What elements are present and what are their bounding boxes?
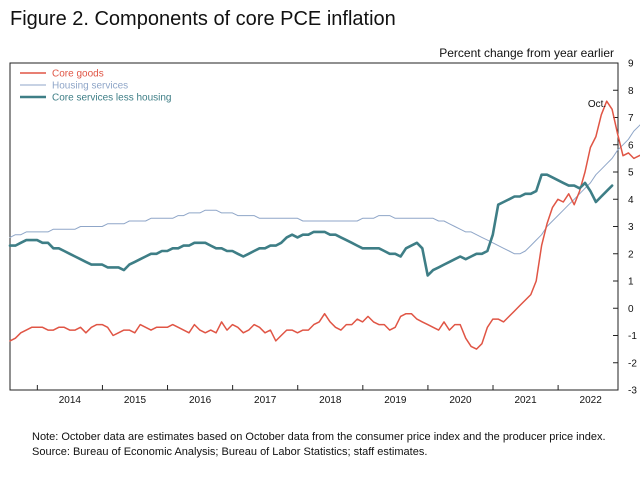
- x-tick-label: 2018: [319, 395, 342, 406]
- y-tick-label: 5: [628, 168, 634, 179]
- y-tick-label: 0: [628, 304, 634, 315]
- x-tick-label: 2015: [124, 395, 147, 406]
- y-tick-label: 6: [628, 140, 634, 151]
- y-tick-label: 1: [628, 277, 634, 288]
- figure-title: Figure 2. Components of core PCE inflati…: [10, 8, 396, 30]
- y-tick-label: 2: [628, 249, 634, 260]
- y-tick-label: -1: [628, 331, 637, 342]
- y-tick-label: 7: [628, 113, 634, 124]
- x-tick-label: 2014: [59, 395, 82, 406]
- y-tick-label: -2: [628, 358, 637, 369]
- y-tick-label: 3: [628, 222, 634, 233]
- legend-label: Core goods: [52, 69, 104, 80]
- oct-annotation: Oct.: [588, 99, 606, 110]
- y-axis-unit-label: Percent change from year earlier: [439, 46, 614, 60]
- x-tick-label: 2021: [514, 395, 537, 406]
- series-line-core-goods: [9, 100, 640, 350]
- x-tick-label: 2016: [189, 395, 212, 406]
- legend-label: Core services less housing: [52, 93, 172, 104]
- source-text: Source: Bureau of Economic Analysis; Bur…: [32, 446, 428, 458]
- series-line-core-services-less-housing: [8, 173, 614, 277]
- y-tick-label: -3: [628, 386, 637, 397]
- x-tick-label: 2017: [254, 395, 277, 406]
- y-tick-label: 8: [628, 86, 634, 97]
- x-tick-label: 2020: [449, 395, 472, 406]
- y-tick-label: 9: [628, 59, 634, 70]
- y-tick-label: 4: [628, 195, 634, 206]
- legend-label: Housing services: [52, 81, 128, 92]
- x-tick-label: 2019: [384, 395, 407, 406]
- chart-notes: Note: October data are estimates based o…: [18, 430, 626, 460]
- note-text: Note: October data are estimates based o…: [32, 431, 606, 443]
- series-line-housing-services: [9, 124, 640, 255]
- x-tick-label: 2022: [580, 395, 603, 406]
